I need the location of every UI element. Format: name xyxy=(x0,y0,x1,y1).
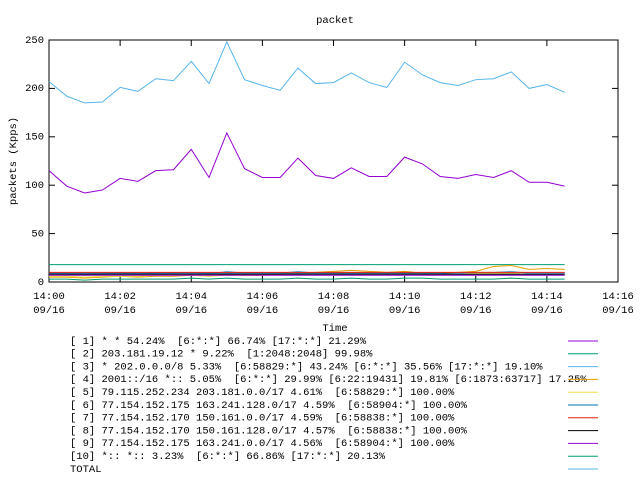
x-tick-label: 14:12 xyxy=(460,291,492,303)
legend-label: [ 9] 77.154.152.175 163.241.0.0/17 4.56%… xyxy=(70,438,455,450)
legend-label: [ 5] 79.115.252.234 203.181.0.0/17 4.61%… xyxy=(70,387,455,399)
y-tick-label: 100 xyxy=(25,180,44,192)
x-tick-label: 14:00 xyxy=(33,291,65,303)
legend-label: TOTAL xyxy=(70,464,102,476)
series-line xyxy=(49,277,565,281)
x-tick-date: 09/16 xyxy=(104,305,136,317)
x-tick-date: 09/16 xyxy=(460,305,492,317)
x-tick-date: 09/16 xyxy=(247,305,279,317)
legend-label: [ 1] * * 54.24% [6:*:*] 66.74% [17:*:*] … xyxy=(70,336,367,348)
chart-title: packet xyxy=(316,15,354,27)
x-tick-label: 14:08 xyxy=(318,291,350,303)
y-tick-label: 200 xyxy=(25,83,44,95)
legend-label: [ 8] 77.154.152.170 150.161.128.0/17 4.5… xyxy=(70,425,468,437)
series-line xyxy=(48,40,565,104)
legend-label: [ 3] * 202.0.0.0/8 5.33% [6:58829:*] 43.… xyxy=(70,361,543,373)
x-tick-date: 09/16 xyxy=(175,305,207,317)
x-tick-label: 14:04 xyxy=(175,291,207,303)
plot-border xyxy=(48,39,619,283)
legend-label: [ 2] 203.181.19.12 * 9.22% [1:2048:2048]… xyxy=(70,349,373,361)
x-tick-label: 14:14 xyxy=(531,291,563,303)
y-axis-label: packets (Kpps) xyxy=(8,117,20,205)
legend-label: [ 6] 77.154.152.175 163.241.128.0/17 4.5… xyxy=(70,400,468,412)
x-tick-date: 09/16 xyxy=(531,305,563,317)
x-tick-label: 14:16 xyxy=(602,291,634,303)
x-tick-date: 09/16 xyxy=(33,305,65,317)
x-tick-date: 09/16 xyxy=(318,305,350,317)
y-tick-label: 150 xyxy=(25,132,44,144)
legend-label: [ 7] 77.154.152.170 150.161.0.0/17 4.59%… xyxy=(70,413,455,425)
legend-label: [ 4] 2001::/16 *:: 5.05% [6:*:*] 29.99% … xyxy=(70,374,587,386)
x-tick-label: 14:02 xyxy=(104,291,136,303)
series-line xyxy=(48,131,565,194)
x-tick-label: 14:06 xyxy=(247,291,279,303)
x-tick-label: 14:10 xyxy=(389,291,421,303)
y-tick-label: 250 xyxy=(25,35,44,47)
x-tick-date: 09/16 xyxy=(389,305,421,317)
legend-label: [10] *:: *:: 3.23% [6:*:*] 66.86% [17:*:… xyxy=(70,451,386,463)
x-tick-date: 09/16 xyxy=(602,305,634,317)
y-tick-label: 50 xyxy=(31,228,44,240)
x-axis-label: Time xyxy=(322,323,347,335)
y-tick-label: 0 xyxy=(38,277,44,289)
